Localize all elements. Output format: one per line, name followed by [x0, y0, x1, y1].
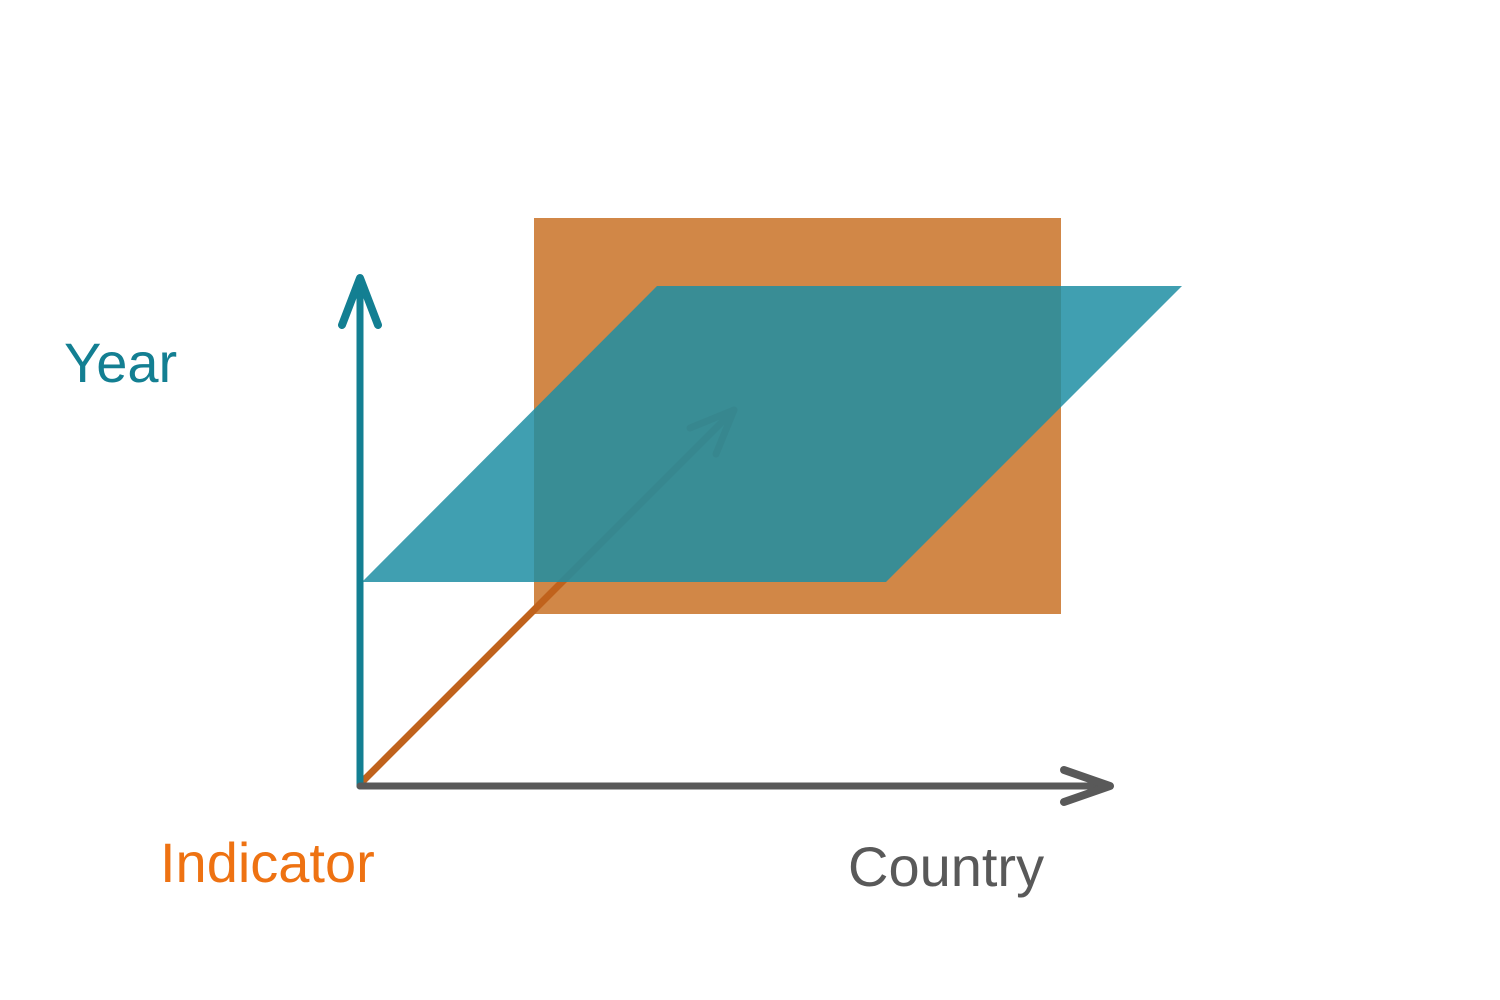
- year-label: Year: [64, 331, 177, 394]
- country-axis: [356, 766, 1114, 806]
- year-plane: [362, 286, 1182, 582]
- year-axis-arrowhead: [338, 274, 382, 329]
- year-axis: [338, 274, 382, 790]
- country-axis-arrowhead: [1060, 766, 1114, 806]
- country-label: Country: [848, 835, 1044, 898]
- indicator-label: Indicator: [160, 831, 375, 894]
